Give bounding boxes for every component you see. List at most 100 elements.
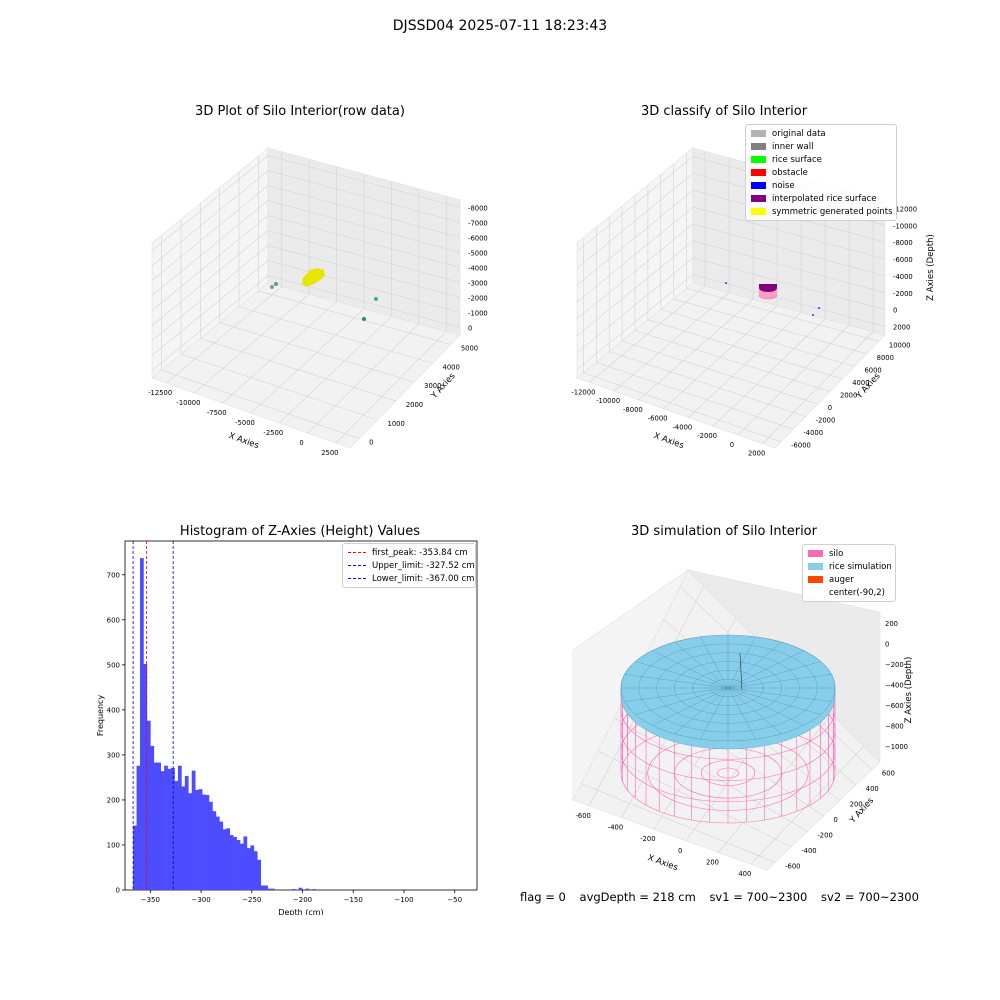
legend-item: noise [751,179,891,192]
p3-ytick-label: 600 [107,616,120,624]
panel2-legend: original data inner wall rice surface obsta… [745,124,897,221]
p1-ygrid [238,306,433,364]
rice-mesh-radial [727,687,756,740]
histogram-bar [222,829,227,890]
p2-ztick: -2000 [893,290,913,298]
p3-ytick-label: 100 [107,841,120,849]
p1-ygrid [161,369,360,439]
histogram-bar [160,771,165,890]
histogram-bar [236,840,241,890]
silo-floor-ring [700,760,756,786]
p1-ztick: -6000 [468,235,488,243]
legend-label: rice simulation [829,561,892,572]
status-footer: flag = 0 avgDepth = 218 cm sv1 = 700~230… [520,890,929,904]
p1-ytick: 3000 [424,382,441,390]
legend-swatch [751,156,766,163]
rice-mesh-radial [674,641,729,689]
p4-ztick: 200 [885,620,898,628]
p1-ytick: 2000 [406,401,423,409]
p2-ygrid [596,361,794,430]
p1-xgrid [307,323,420,434]
histogram-bar [181,786,186,890]
legend-line [348,565,366,566]
p2-ygrid [647,319,843,380]
p4-ztick: −400 [885,682,904,690]
p1-point-cluster [302,268,325,287]
p2-ygrid [583,372,782,443]
p2-zgrid [576,240,886,337]
p1-ygrid [200,338,396,402]
rice-mesh-radial [727,687,821,715]
rice-mesh-radial [727,650,804,689]
flag-text: flag = 0 [520,890,566,904]
p2-ygrid [660,309,855,367]
rice-mesh-radial [635,687,729,715]
legend-swatch [808,550,823,557]
p3-ytick-label: 0 [116,887,120,895]
histogram-bar [243,836,248,890]
p1-zgrid [151,275,461,371]
p2-xtick: -6000 [648,415,668,423]
p4-floor-xtick: 200 [706,859,719,867]
legend-item: silo [808,547,890,560]
histogram-bar [174,781,179,890]
p2-xlabel: X Axies [652,431,685,451]
p2-interpolated-surface-side [759,284,777,288]
p4-ztick: 0 [885,641,889,649]
p1-xtick: -2500 [263,429,283,437]
p2-zgrid [576,223,886,320]
p3-xtick-label: −350 [141,896,160,904]
p1-ygrid [258,290,451,345]
rice-mesh-radial [700,636,729,689]
p1-ztick: -4000 [468,265,488,273]
p4-ztick: −600 [885,702,904,710]
p1-zgrid [151,260,461,356]
p2-zgrid [576,274,886,370]
p4-floor-ytick: 200 [850,801,863,809]
rice-mesh-radial [700,687,729,740]
p1-ygrid [180,353,378,421]
rice-mesh-radial [635,661,729,689]
p1-xgrid [194,293,310,394]
p2-ygrid [622,340,818,405]
legend-label: symmetric generated points [772,206,893,217]
legend-label: Upper_limit: -327.52 cm [372,560,475,571]
p2-ztick: -6000 [893,256,913,264]
histogram-bar [291,889,296,890]
p1-ytick: 4000 [443,363,460,371]
legend-label: center(-90,2) [829,587,885,598]
p3-plot: −350 −300 −250 −200 −150 −100 −50 0 100 200 300 400… [96,540,478,915]
p3-xtick-label: −300 [191,896,210,904]
rice-mesh-radial [727,641,782,689]
legend-label: inner wall [772,141,814,152]
p4-floor-ytick: -200 [817,831,832,839]
p2-ytick: 10000 [889,341,911,349]
p3-xtick-label: −150 [344,896,363,904]
p2-ygrid [609,351,806,417]
auger-line [739,652,743,691]
p2-ytick: 4000 [852,379,869,387]
p4-floor-xtick: -600 [575,812,590,820]
p2-ytick: -6000 [791,442,811,450]
histogram-bar [177,765,182,890]
p4-ztick: −200 [885,661,904,669]
p2-xtick: -4000 [672,423,692,431]
rice-mesh-radial [624,687,729,702]
p3-ytick-label: 400 [107,706,120,714]
p3-ylabel: Frequency [96,695,105,737]
histogram-bar [133,825,137,890]
panel4-3d-simulation: -600-400-2000200400-600-400-200020040060… [572,569,914,878]
histogram-bar [157,762,162,890]
histogram-bar [305,888,310,890]
p2-noise-point [725,282,727,284]
p2-zgrid [576,206,886,303]
p3-ytick-label: 500 [107,661,120,669]
p2-xtick: -10000 [596,397,620,405]
legend-label: original data [772,128,826,139]
p4-floor-ytick: 0 [834,816,838,824]
panel3-title: Histogram of Z-Axies (Height) Values [179,524,421,539]
histogram-bar [271,888,275,890]
p2-ztick: -4000 [893,273,913,281]
p2-data [725,282,820,316]
p4-ztick: −800 [885,723,904,731]
